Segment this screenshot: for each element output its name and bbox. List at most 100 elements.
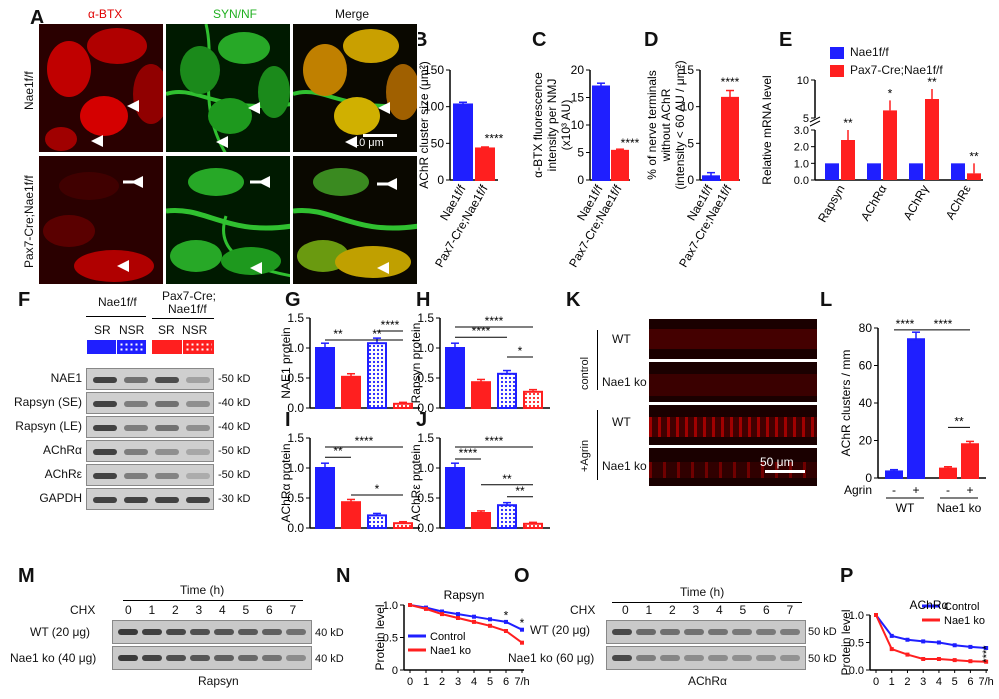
lane-color-sr-control — [87, 340, 116, 354]
blot-kd-label: -50 kD — [218, 373, 251, 385]
bar-ko — [841, 140, 855, 180]
image-syn-ko — [165, 155, 291, 285]
time-point-label: 4 — [219, 603, 226, 617]
blot-band — [186, 449, 210, 455]
y-tick-label: 20 — [571, 63, 585, 77]
y-axis-label: intensity per NMJ — [545, 79, 559, 172]
blot-band — [166, 655, 186, 661]
lane-label: SR — [94, 323, 111, 337]
data-point — [488, 617, 492, 622]
x-tick-label: 3 — [455, 676, 461, 688]
panel-label-O: O — [514, 565, 530, 587]
y-tick-label: 1.0 — [794, 158, 809, 170]
blot-band — [756, 655, 776, 661]
blot-strip — [86, 368, 214, 390]
y-tick-label: 0.5 — [287, 371, 304, 385]
blot-strip — [86, 440, 214, 462]
y-tick-label: 1.5 — [417, 431, 434, 445]
significance-stars: ** — [515, 484, 525, 498]
blot-strip — [86, 416, 214, 438]
legend-label-1: Nae1 ko — [944, 615, 985, 627]
x-tick-label: 2 — [439, 676, 445, 688]
y-tick-label: 2.0 — [794, 142, 809, 154]
time-point-label: 1 — [645, 603, 653, 617]
x-tick-label: 7/h — [514, 676, 529, 688]
y-tick-label: 0.5 — [287, 491, 304, 505]
m-blot-wt — [112, 620, 312, 644]
group-label: Nae1 ko — [937, 501, 982, 515]
panel-label-E: E — [779, 29, 793, 51]
blot-band — [166, 629, 186, 635]
blot-band — [124, 401, 148, 407]
x-tick-label: + — [966, 483, 973, 497]
significance-stars: **** — [896, 317, 915, 331]
time-point-label: 5 — [739, 603, 747, 617]
blot-band — [732, 655, 752, 661]
arrowhead-icon — [127, 100, 139, 112]
blot-band — [732, 629, 752, 635]
blot-row-label: Rapsyn (SE) — [13, 395, 82, 409]
y-tick-label: 0.5 — [417, 491, 434, 505]
y-tick-label: 1.0 — [287, 341, 304, 355]
data-point — [520, 640, 524, 645]
blot-band — [186, 425, 210, 431]
significance-stars: **** — [381, 318, 400, 332]
x-tick-label: AChRγ — [900, 183, 931, 223]
x-tick-label: - — [946, 483, 950, 497]
significance-stars: ** — [333, 327, 343, 341]
o-chx-label: CHX — [570, 603, 596, 617]
x-tick-label: 5 — [952, 676, 958, 688]
blot-group-control: Nae1f/f — [98, 295, 137, 309]
series-line-0 — [875, 614, 987, 649]
y-tick-label: 0.0 — [417, 521, 434, 535]
y-tick-label: 0.5 — [417, 371, 434, 385]
bar-2 — [497, 372, 517, 409]
data-point — [905, 637, 910, 642]
blot-band — [155, 473, 179, 479]
time-point-label: 0 — [622, 603, 629, 617]
arrowhead-icon — [378, 102, 390, 114]
y-tick-label: 10 — [571, 118, 585, 132]
data-point — [472, 614, 476, 619]
bar-1 — [907, 338, 925, 479]
chart-title: AChRα — [910, 598, 949, 612]
o-kd-label: 50 kD — [808, 626, 837, 638]
time-point-label: 7 — [786, 603, 794, 617]
blot-band — [684, 629, 704, 635]
image-btx-ko — [38, 155, 164, 285]
bar-ko — [611, 149, 629, 182]
data-point — [440, 609, 444, 614]
x-tick-label: 5 — [487, 676, 493, 688]
blot-row-label: GAPDH — [39, 491, 82, 505]
blot-band — [155, 401, 179, 407]
blot-band — [660, 629, 680, 635]
data-point — [905, 652, 910, 657]
bar-2 — [497, 504, 517, 530]
x-tick-label: 0 — [873, 676, 879, 688]
significance-stars: * — [520, 616, 525, 630]
y-tick-label: 60 — [859, 359, 873, 373]
blot-band — [186, 473, 210, 479]
y-tick-label: 3.0 — [794, 125, 809, 137]
bar-3 — [523, 522, 543, 529]
y-axis-label: AChR cluster size (μm²) — [417, 61, 431, 189]
y-tick-label: 1.0 — [417, 341, 434, 355]
data-point — [520, 627, 524, 632]
blot-band — [155, 449, 179, 455]
x-tick-label: 7/h — [978, 676, 993, 688]
data-point — [968, 659, 973, 664]
time-point-label: 4 — [716, 603, 723, 617]
significance-stars: **** — [355, 434, 374, 448]
blot-band — [780, 655, 800, 661]
data-point — [921, 657, 926, 661]
k-scale-label: 50 μm — [760, 455, 794, 469]
time-point-label: 2 — [172, 603, 179, 617]
significance-stars: * — [888, 86, 893, 100]
data-point — [456, 616, 460, 620]
significance-stars: * — [375, 482, 380, 496]
y-axis-label: % of nerve terminals — [645, 70, 659, 179]
bar-1 — [341, 501, 361, 530]
legend-swatch-ko — [830, 65, 844, 77]
lane-label: NSR — [182, 323, 208, 337]
data-point — [984, 646, 989, 650]
